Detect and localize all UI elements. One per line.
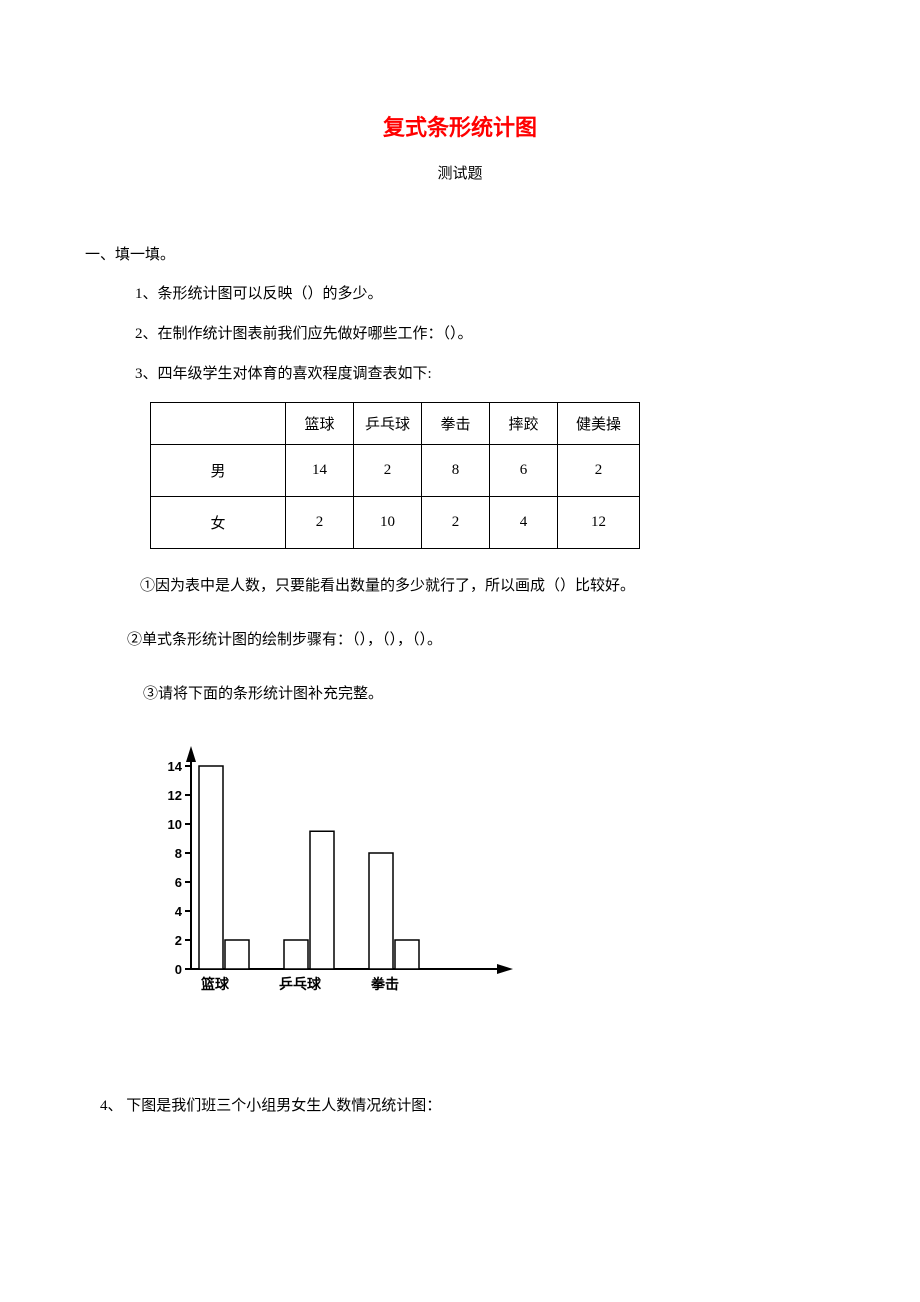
svg-text:10: 10 [168,817,182,832]
sub-question-2: ②单式条形统计图的绘制步骤有：（），（），（）。 [127,628,835,652]
svg-text:14: 14 [168,759,183,774]
question-3: 3、四年级学生对体育的喜欢程度调查表如下: [135,362,835,386]
svg-text:拳击: 拳击 [370,976,399,992]
svg-text:2: 2 [175,933,182,948]
svg-text:0: 0 [175,962,182,977]
table-header: 摔跤 [490,403,558,445]
table-header: 健美操 [558,403,640,445]
page-title: 复式条形统计图 [85,110,835,142]
svg-text:8: 8 [175,846,182,861]
table-cell: 女 [151,497,286,549]
table-header-row: 篮球 乒乓球 拳击 摔跤 健美操 [151,403,640,445]
svg-text:6: 6 [175,875,182,890]
svg-text:12: 12 [168,788,182,803]
table-header: 乒乓球 [354,403,422,445]
sub-question-3: ③请将下面的条形统计图补充完整。 [143,682,835,706]
table-cell: 10 [354,497,422,549]
table-cell: 2 [422,497,490,549]
table-cell: 6 [490,445,558,497]
table-header: 拳击 [422,403,490,445]
bar-chart: 0 2 4 6 8 10 12 14 篮球 乒乓球 拳击 [155,734,515,1009]
svg-text:4: 4 [175,904,183,919]
table-cell: 男 [151,445,286,497]
table-header: 篮球 [286,403,354,445]
page-subtitle: 测试题 [85,162,835,183]
table-cell: 4 [490,497,558,549]
table-row: 男 14 2 8 6 2 [151,445,640,497]
section-heading: 一、填一填。 [85,243,835,264]
table-cell: 2 [354,445,422,497]
question-2: 2、在制作统计图表前我们应先做好哪些工作：（）。 [135,322,835,346]
table-header [151,403,286,445]
data-table: 篮球 乒乓球 拳击 摔跤 健美操 男 14 2 8 6 2 女 2 10 2 4… [150,402,640,549]
question-4: 4、 下图是我们班三个小组男女生人数情况统计图： [100,1094,835,1118]
table-row: 女 2 10 2 4 12 [151,497,640,549]
table-cell: 2 [286,497,354,549]
data-table-container: 篮球 乒乓球 拳击 摔跤 健美操 男 14 2 8 6 2 女 2 10 2 4… [150,402,835,549]
table-cell: 14 [286,445,354,497]
svg-text:乒乓球: 乒乓球 [279,976,322,992]
table-cell: 2 [558,445,640,497]
sub-question-1: ①因为表中是人数，只要能看出数量的多少就行了，所以画成（）比较好。 [140,574,835,598]
bar-chart-container: 0 2 4 6 8 10 12 14 篮球 乒乓球 拳击 [155,734,835,1014]
svg-text:篮球: 篮球 [200,976,230,992]
table-cell: 12 [558,497,640,549]
table-cell: 8 [422,445,490,497]
question-1: 1、条形统计图可以反映（）的多少。 [135,282,835,306]
